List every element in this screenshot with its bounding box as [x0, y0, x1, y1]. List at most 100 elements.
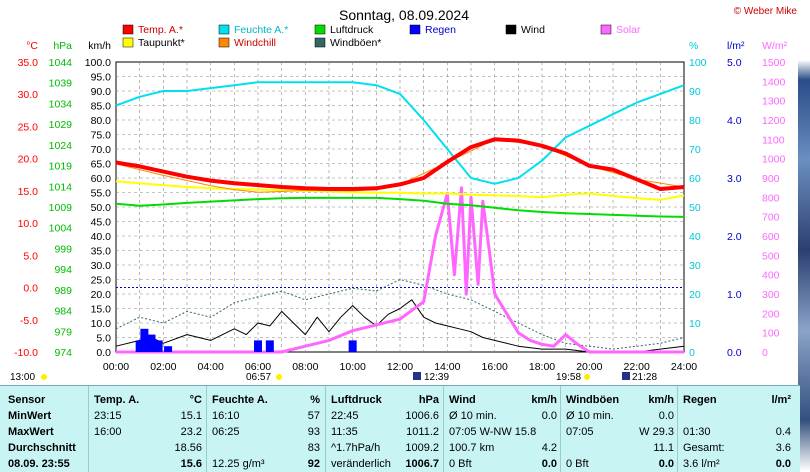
series-line — [116, 186, 684, 354]
rain-bar — [348, 340, 357, 352]
table-cell: 07:05 W-NW 15.8 — [449, 426, 537, 438]
legend-label: Taupunkt* — [138, 37, 185, 49]
table-cell: Durchschnitt — [8, 442, 76, 454]
x-tick-label: 22:00 — [624, 361, 650, 373]
table-cell: ^1.7hPa/h — [331, 442, 381, 454]
axis-tick-pressure: 1009 — [49, 202, 73, 214]
axis-tick-wind: 100.0 — [85, 57, 111, 69]
legend-label: Windchill — [234, 37, 276, 49]
chart-axes: 35.0 30.0 25.0 20.0 15.0 10.0 5.0 0.0 -5.0 -10.0 °… — [10, 40, 788, 383]
axis-tick-wind: 20.0 — [91, 289, 112, 301]
table-cell: 83 — [307, 442, 320, 454]
table-cell: 06:25 — [212, 426, 240, 438]
x-tick-label: 16:00 — [482, 361, 508, 373]
table-cell: MaxWert — [8, 426, 54, 438]
table-cell: 0 Bft — [566, 458, 589, 470]
axis-unit-wind: km/h — [88, 40, 111, 52]
axis-tick-humidity: 60 — [689, 173, 701, 185]
sun-icon — [276, 374, 282, 380]
axis-tick-pressure: 1019 — [49, 161, 73, 173]
rain-bar — [265, 340, 274, 352]
rain-bar — [147, 334, 156, 352]
legend-label: Luftdruck — [330, 24, 374, 36]
axis-tick-rain: 0.0 — [727, 347, 742, 359]
axis-tick-humidity: 50 — [689, 202, 701, 214]
background-image-strip — [798, 0, 810, 471]
axis-unit-humidity: % — [689, 40, 698, 52]
table-cell: 0.4 — [775, 426, 791, 438]
axis-tick-wind: 75.0 — [91, 130, 112, 142]
axis-unit-temp: °C — [26, 40, 38, 52]
axis-unit-rain: l/m² — [727, 40, 745, 52]
legend-label: Feuchte A.* — [234, 24, 288, 36]
axis-tick-wind: 90.0 — [91, 86, 112, 98]
table-cell: veränderlich — [331, 458, 391, 470]
table-cell: 12.25 g/m³ — [212, 458, 265, 470]
table-cell: 92 — [307, 458, 320, 470]
axis-tick-humidity: 30 — [689, 260, 701, 272]
axis-tick-solar: 700 — [762, 212, 780, 224]
table-cell: 0.0 — [541, 410, 557, 422]
legend-swatch — [218, 24, 230, 35]
x-tick-label: 12:00 — [387, 361, 413, 373]
legend-swatch — [218, 37, 230, 48]
table-cell: 11:35 — [331, 426, 358, 438]
sun-marker-sunrise: 06:57 — [246, 372, 271, 383]
axis-tick-pressure: 1029 — [49, 119, 73, 131]
axis-tick-rain: 3.0 — [727, 173, 742, 185]
table-cell: 100.7 km — [449, 442, 495, 454]
axis-tick-wind: 30.0 — [91, 260, 112, 272]
axis-tick-temp: 25.0 — [18, 121, 39, 133]
table-cell: 1006.7 — [405, 458, 439, 470]
axis-tick-temp: 15.0 — [18, 186, 39, 198]
axis-tick-humidity: 0 — [689, 347, 695, 359]
legend-label: Wind — [521, 24, 545, 36]
axis-unit-solar: W/m² — [762, 40, 788, 52]
table-cell: 3.6 l/m² — [683, 458, 720, 470]
axis-tick-wind: 15.0 — [91, 304, 112, 316]
table-cell: 57 — [307, 410, 320, 422]
series-line — [115, 196, 685, 218]
axis-tick-solar: 1400 — [762, 76, 786, 88]
legend-swatch — [600, 24, 612, 35]
axis-tick-solar: 1200 — [762, 115, 786, 127]
table-cell: 0 Bft — [449, 458, 472, 470]
table-cell: 15.6 — [180, 458, 202, 470]
axis-tick-wind: 80.0 — [91, 115, 112, 127]
axis-tick-rain: 4.0 — [727, 115, 742, 127]
series-line — [115, 137, 685, 191]
axis-tick-solar: 200 — [762, 308, 780, 320]
weather-chart: 35.0 30.0 25.0 20.0 15.0 10.0 5.0 0.0 -5.0 -10.0 °… — [10, 6, 797, 383]
sun-marker-moon: 21:28 — [632, 372, 657, 383]
axis-tick-solar: 1100 — [762, 134, 785, 146]
axis-tick-solar: 300 — [762, 289, 780, 301]
column-divider — [206, 386, 207, 472]
table-cell: MinWert — [8, 410, 52, 422]
axis-tick-solar: 600 — [762, 231, 780, 243]
axis-tick-rain: 5.0 — [727, 57, 742, 69]
column-divider — [325, 386, 326, 472]
x-tick-label: 18:00 — [529, 361, 555, 373]
legend-swatch — [314, 37, 326, 48]
axis-tick-temp: 10.0 — [18, 218, 39, 230]
table-cell: 11.1 — [653, 442, 674, 454]
axis-tick-humidity: 70 — [689, 144, 701, 156]
axis-tick-solar: 400 — [762, 270, 780, 282]
moon-icon — [413, 372, 421, 380]
axis-tick-pressure: 1024 — [49, 140, 73, 152]
axis-tick-temp: 30.0 — [18, 89, 39, 101]
axis-tick-wind: 85.0 — [91, 101, 112, 113]
table-cell: Feuchte A. — [212, 394, 268, 406]
axis-tick-solar: 500 — [762, 250, 780, 262]
x-tick-label: 08:00 — [292, 361, 318, 373]
table-cell: km/h — [531, 394, 557, 406]
axis-tick-temp: 0.0 — [23, 283, 38, 295]
sun-marker-noon: 12:39 — [424, 372, 449, 383]
axis-tick-pressure: 1014 — [49, 181, 73, 193]
table-cell: 16:00 — [94, 426, 122, 438]
rain-bar — [164, 346, 173, 352]
axis-tick-temp: 20.0 — [18, 154, 39, 166]
table-cell: 15.1 — [180, 410, 202, 422]
axis-tick-wind: 25.0 — [91, 275, 112, 287]
table-cell: 23:15 — [94, 410, 122, 422]
